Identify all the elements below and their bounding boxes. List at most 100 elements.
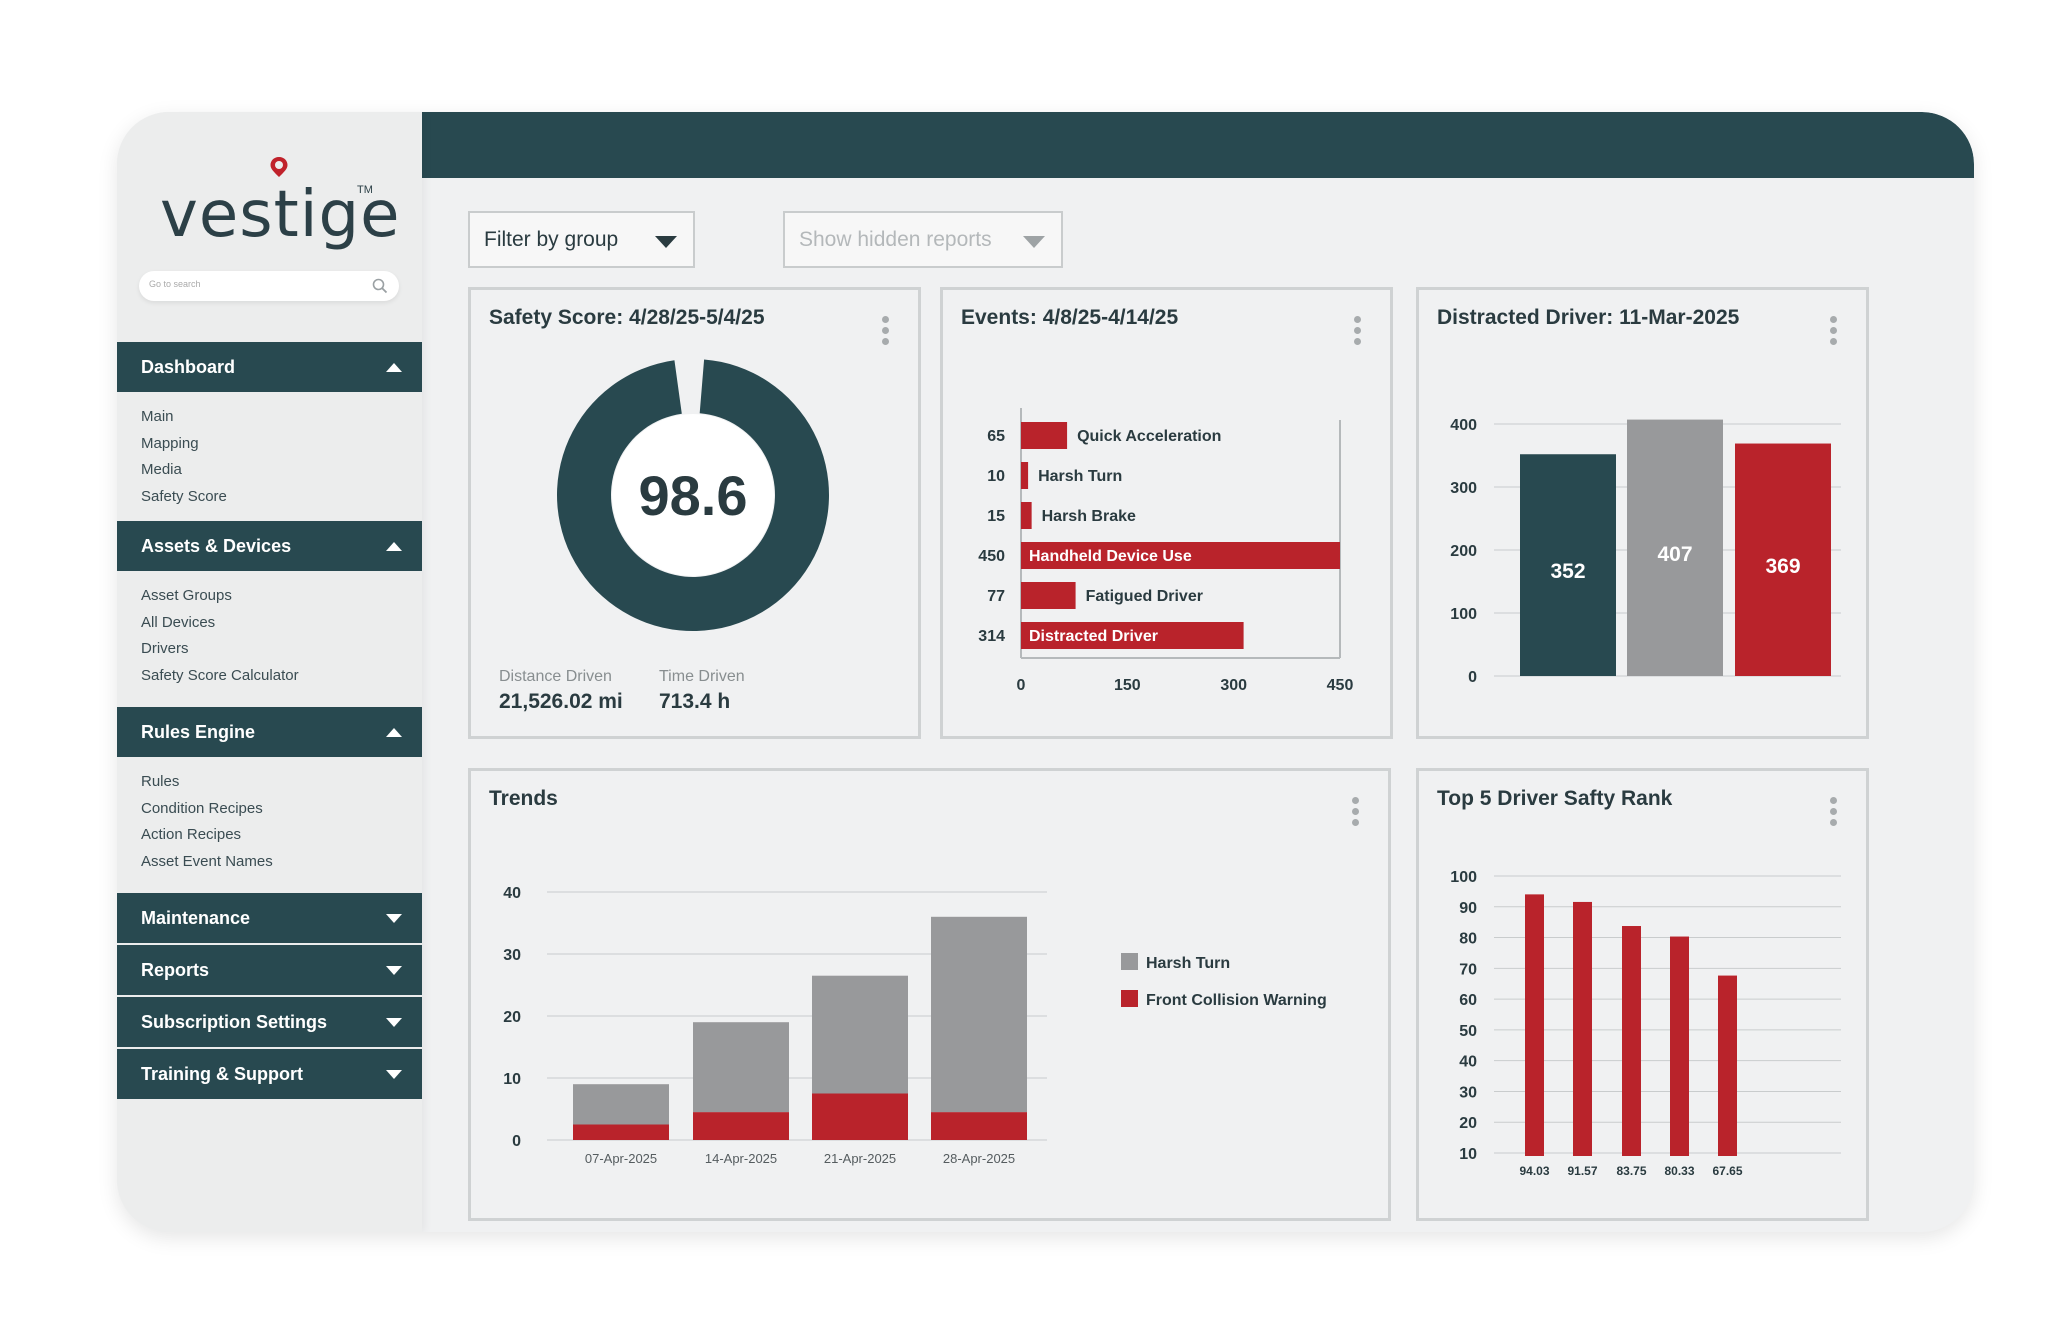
vestige-logo: vestige xyxy=(160,178,401,252)
more-options-icon[interactable] xyxy=(882,316,890,349)
y-tick-label: 400 xyxy=(1450,417,1477,434)
x-tick-label: 67.65 xyxy=(1712,1164,1742,1178)
nav-item-mapping[interactable]: Mapping xyxy=(141,434,199,452)
y-tick-label: 200 xyxy=(1450,543,1477,560)
distance-driven-value: 21,526.02 mi xyxy=(499,690,623,713)
bar-value-label: 77 xyxy=(987,588,1005,605)
search-icon[interactable] xyxy=(371,277,389,295)
bar-value-label: 314 xyxy=(978,628,1005,645)
nav-item-asset-groups[interactable]: Asset Groups xyxy=(141,587,232,604)
chevron-down-icon xyxy=(386,1070,402,1079)
bar-segment xyxy=(812,975,908,1094)
bar xyxy=(1525,894,1544,1156)
distance-driven-label: Distance Driven xyxy=(499,668,612,685)
chevron-down-icon xyxy=(655,236,677,248)
bar-value-label: 369 xyxy=(1765,555,1800,578)
card-title: Safety Score: 4/28/25-5/4/25 xyxy=(489,306,765,329)
bar-value-label: 10 xyxy=(987,468,1005,485)
y-tick-label: 300 xyxy=(1450,480,1477,497)
bar-category-label: Harsh Turn xyxy=(1038,468,1122,485)
bar-category-label: Quick Acceleration xyxy=(1077,428,1221,445)
show-hidden-reports-dropdown[interactable]: Show hidden reports xyxy=(783,211,1063,268)
search-box[interactable] xyxy=(139,271,399,301)
bar xyxy=(1520,454,1616,676)
bar-value-label: 352 xyxy=(1550,560,1585,583)
bar xyxy=(1573,901,1592,1156)
show-hidden-reports-label: Show hidden reports xyxy=(799,228,992,251)
more-options-icon[interactable] xyxy=(1352,797,1360,830)
y-tick-label: 10 xyxy=(1459,1146,1477,1163)
nav-item-rules[interactable]: Rules xyxy=(141,773,180,790)
more-options-icon[interactable] xyxy=(1830,797,1838,830)
y-tick-label: 0 xyxy=(512,1133,521,1150)
y-tick-label: 50 xyxy=(1459,1023,1477,1040)
nav-section-dashboard[interactable]: Dashboard xyxy=(117,342,422,392)
nav-section-label: Training & Support xyxy=(141,1064,303,1084)
app-window: vestige TM Dashboard Main Mapping Media … xyxy=(117,112,1974,1232)
location-pin-icon xyxy=(270,157,288,177)
filter-by-group-label: Filter by group xyxy=(484,228,619,251)
bar-value-label: 15 xyxy=(987,508,1005,525)
nav-item-drivers[interactable]: Drivers xyxy=(141,640,189,657)
y-tick-label: 60 xyxy=(1459,992,1477,1009)
y-tick-label: 100 xyxy=(1450,606,1477,623)
trends-chart: 0 10 20 30 40 07-Apr-2025 14-Apr-2025 21-Apr-20… xyxy=(503,885,1047,1166)
legend-swatch xyxy=(1121,953,1138,970)
nav-section-maintenance[interactable]: Maintenance xyxy=(117,893,422,943)
x-tick-label: 21-Apr-2025 xyxy=(824,1151,896,1166)
x-tick-label: 83.75 xyxy=(1616,1164,1646,1178)
y-tick-label: 20 xyxy=(503,1009,521,1026)
filter-by-group-dropdown[interactable]: Filter by group xyxy=(468,211,695,268)
nav-section-label: Maintenance xyxy=(141,908,251,928)
sidebar: vestige TM Dashboard Main Mapping Media … xyxy=(117,112,422,1232)
nav-item-condition-recipes[interactable]: Condition Recipes xyxy=(141,799,263,817)
trends-card: Trends 0 10 20 30 40 07-Apr-2025 14-Apr-2025 21… xyxy=(468,768,1391,1221)
bar-segment xyxy=(693,1112,789,1140)
nav-section-assets-devices[interactable]: Assets & Devices xyxy=(117,521,422,571)
nav-section-label: Dashboard xyxy=(141,357,236,377)
y-tick-label: 40 xyxy=(1459,1054,1477,1071)
bar xyxy=(1670,936,1689,1156)
nav-item-safety-score-calculator[interactable]: Safety Score Calculator xyxy=(141,666,299,684)
card-title: Top 5 Driver Safty Rank xyxy=(1437,787,1673,810)
bar xyxy=(1021,582,1076,609)
x-tick-label: 91.57 xyxy=(1567,1164,1597,1178)
nav-section-subscription-settings[interactable]: Subscription Settings xyxy=(117,997,422,1047)
nav-items-assets-devices: Asset Groups All Devices Drivers Safety … xyxy=(141,583,299,689)
bar xyxy=(1627,419,1723,676)
bar-segment xyxy=(931,916,1027,1113)
x-tick-label: 80.33 xyxy=(1664,1164,1694,1178)
nav-item-action-recipes[interactable]: Action Recipes xyxy=(141,826,242,843)
donut-arc xyxy=(557,359,829,631)
x-tick-label: 28-Apr-2025 xyxy=(943,1151,1015,1166)
search-input[interactable] xyxy=(149,279,359,289)
distracted-driver-chart: 0 100 200 300 400 352 407 369 xyxy=(1450,417,1841,686)
safety-score-card: Safety Score: 4/28/25-5/4/25 98.6 Distan… xyxy=(468,287,921,739)
chevron-up-icon xyxy=(386,542,402,551)
driver-safety-rank-chart: 10 20 30 40 50 60 70 80 90 100 94.03 91.57 83.75 80.3… xyxy=(1450,869,1841,1178)
x-tick-label: 300 xyxy=(1220,677,1247,694)
legend-swatch xyxy=(1121,990,1138,1007)
bar-category-label: Handheld Device Use xyxy=(1029,548,1192,565)
more-options-icon[interactable] xyxy=(1830,316,1838,349)
bar xyxy=(1021,542,1340,569)
nav-item-all-devices[interactable]: All Devices xyxy=(141,613,216,631)
bar xyxy=(1021,622,1244,649)
nav-item-media[interactable]: Media xyxy=(141,461,182,478)
nav-item-main[interactable]: Main xyxy=(141,408,174,425)
nav-section-rules-engine[interactable]: Rules Engine xyxy=(117,707,422,757)
distracted-driver-card: Distracted Driver: 11-Mar-2025 0 100 200 30… xyxy=(1416,287,1869,739)
bar-category-label: Harsh Brake xyxy=(1042,508,1136,525)
bar-category-label: Fatigued Driver xyxy=(1086,588,1203,605)
bar-segment xyxy=(573,1124,669,1140)
legend-label: Front Collision Warning xyxy=(1146,992,1327,1009)
chevron-down-icon xyxy=(1023,236,1045,248)
bar-value-label: 450 xyxy=(978,548,1005,565)
top-bar xyxy=(422,112,1974,178)
nav-section-reports[interactable]: Reports xyxy=(117,945,422,995)
nav-section-training-support[interactable]: Training & Support xyxy=(117,1049,422,1099)
bar xyxy=(1718,975,1737,1156)
nav-item-asset-event-names[interactable]: Asset Event Names xyxy=(141,852,273,870)
nav-item-safety-score[interactable]: Safety Score xyxy=(141,487,227,505)
more-options-icon[interactable] xyxy=(1354,316,1362,349)
